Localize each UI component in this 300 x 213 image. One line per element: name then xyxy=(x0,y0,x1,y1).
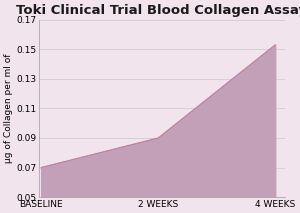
Title: Toki Clinical Trial Blood Collagen Assay: Toki Clinical Trial Blood Collagen Assay xyxy=(16,4,300,17)
Y-axis label: μg of Collagen per ml of: μg of Collagen per ml of xyxy=(4,54,13,163)
